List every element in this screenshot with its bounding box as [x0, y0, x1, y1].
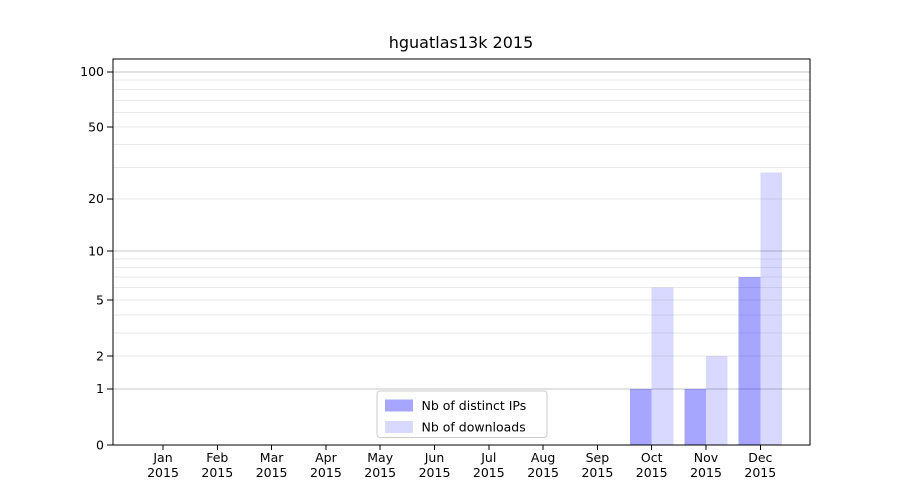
x-tick-label-year: 2015 — [419, 465, 451, 480]
x-tick-label-year: 2015 — [636, 465, 668, 480]
x-tick-label-month: Feb — [206, 450, 228, 465]
legend-swatch-downloads — [385, 421, 413, 433]
x-tick-label-year: 2015 — [201, 465, 233, 480]
x-tick-label-month: Jan — [152, 450, 172, 465]
bar-downloads-nov — [706, 356, 728, 445]
bar-distinct-ips-dec — [738, 276, 761, 445]
x-tick-label-year: 2015 — [473, 465, 505, 480]
x-tick-label-year: 2015 — [527, 465, 559, 480]
legend-label-distinct-ips: Nb of distinct IPs — [422, 398, 527, 413]
y-tick-label: 100 — [80, 64, 104, 79]
x-tick-label-month: Mar — [260, 450, 284, 465]
x-tick-label-year: 2015 — [744, 465, 776, 480]
x-tick-label-year: 2015 — [581, 465, 613, 480]
y-tick-label: 20 — [88, 191, 104, 206]
y-tick-label: 50 — [88, 119, 104, 134]
legend-box — [376, 390, 548, 438]
bar-downloads-oct — [651, 287, 674, 445]
legend-swatch-distinct-ips — [385, 399, 413, 412]
y-tick-label: 2 — [96, 348, 104, 363]
x-tick-label-month: Oct — [641, 450, 663, 465]
plot-frame — [112, 58, 811, 446]
x-tick-label-month: Sep — [586, 450, 610, 465]
y-tick-label: 10 — [88, 243, 104, 258]
legend-label-downloads: Nb of downloads — [422, 420, 526, 435]
x-tick-label-year: 2015 — [256, 465, 288, 480]
x-tick-label-month: Nov — [694, 450, 719, 465]
bar-distinct-ips-nov — [684, 388, 706, 445]
x-tick-label-month: Aug — [531, 450, 555, 465]
x-tick-label-month: Dec — [748, 450, 772, 465]
y-tick-label: 5 — [96, 292, 104, 307]
bar-distinct-ips-oct — [630, 388, 652, 445]
x-tick-label-month: Apr — [315, 450, 337, 465]
x-tick-label-month: Jun — [424, 450, 445, 465]
x-tick-label-year: 2015 — [364, 465, 396, 480]
x-tick-label-year: 2015 — [147, 465, 179, 480]
legend: Nb of distinct IPs Nb of downloads — [376, 390, 548, 438]
x-tick-label-month: May — [367, 450, 393, 465]
x-tick-label-year: 2015 — [310, 465, 342, 480]
bar-downloads-dec — [760, 172, 782, 446]
y-tick-label: 1 — [96, 381, 104, 396]
x-tick-label-month: Jul — [480, 450, 496, 465]
x-tick-label-year: 2015 — [690, 465, 722, 480]
y-tick-label: 0 — [96, 437, 104, 452]
chart-title: hguatlas13k 2015 — [389, 33, 534, 52]
